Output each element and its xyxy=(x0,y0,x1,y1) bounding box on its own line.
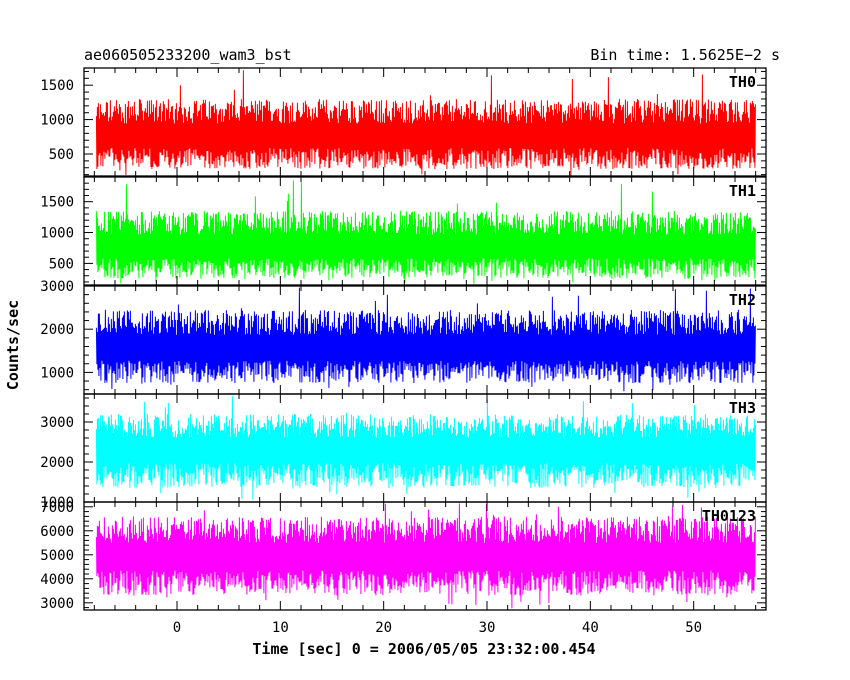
y-tick-label: 1500 xyxy=(40,195,74,211)
y-tick-label: 4000 xyxy=(40,572,74,588)
y-ticks: 500 1000 1500 xyxy=(40,70,766,176)
y-tick-label: 7000 xyxy=(40,500,74,516)
y-tick-label: 1000 xyxy=(40,113,74,129)
series-th2 xyxy=(95,287,756,392)
chart-title-left: ae060505233200_wam3_bst xyxy=(84,46,292,64)
series-th0123 xyxy=(95,503,756,609)
y-tick-label: 1000 xyxy=(40,365,74,381)
panel-th0123: 3000 4000 5000 6000 7000 TH0123 xyxy=(40,500,767,612)
y-ticks: 1000 2000 3000 xyxy=(40,279,766,391)
y-tick-label: 6000 xyxy=(40,524,74,540)
chart-title-right: Bin time: 1.5625E−2 s xyxy=(590,46,780,64)
y-tick-label: 5000 xyxy=(40,548,74,564)
x-tick-label: 10 xyxy=(272,620,289,636)
panel-th3: 1000 2000 3000 TH3 xyxy=(40,393,767,511)
y-ticks: 3000 4000 5000 6000 7000 xyxy=(40,500,766,612)
y-tick-label: 2000 xyxy=(40,322,74,338)
panel-label: TH3 xyxy=(729,399,756,417)
panel-label: TH2 xyxy=(729,291,756,309)
x-tick-label: 50 xyxy=(685,620,702,636)
x-tick-label: 40 xyxy=(582,620,599,636)
panels: 500 1000 1500 TH0 500 1000 1500 TH1 1000 2000 3000… xyxy=(40,67,767,612)
x-axis-label: Time [sec] 0 = 2006/05/05 23:32:00.454 xyxy=(252,640,595,658)
panel-th0: 500 1000 1500 TH0 xyxy=(40,67,767,177)
y-tick-label: 1000 xyxy=(40,495,74,511)
y-tick-label: 3000 xyxy=(40,415,74,431)
y-axis-label: Counts/sec xyxy=(4,300,22,390)
series-th3 xyxy=(95,396,756,500)
y-tick-label: 500 xyxy=(49,256,74,272)
x-tick-label: 30 xyxy=(479,620,496,636)
x-tick-label: 0 xyxy=(173,620,181,636)
y-tick-label: 500 xyxy=(49,147,74,163)
y-tick-label: 2000 xyxy=(40,455,74,471)
series-th0 xyxy=(95,70,756,176)
y-tick-label: 3000 xyxy=(40,279,74,295)
panel-th2: 1000 2000 3000 TH2 xyxy=(40,279,767,395)
y-ticks: 1000 2000 3000 xyxy=(40,397,766,511)
panel-label: TH0 xyxy=(729,73,756,91)
panel-label: TH0123 xyxy=(702,507,756,525)
x-tick-label: 20 xyxy=(375,620,392,636)
y-ticks: 500 1000 1500 xyxy=(40,176,766,283)
x-axis: 0 10 20 30 40 50 xyxy=(173,620,702,636)
series-th1 xyxy=(95,180,756,284)
y-tick-label: 1000 xyxy=(40,226,74,242)
panel-th1: 500 1000 1500 TH1 xyxy=(40,176,767,286)
y-tick-label: 3000 xyxy=(40,596,74,612)
y-tick-label: 1500 xyxy=(40,78,74,94)
panel-label: TH1 xyxy=(729,182,756,200)
